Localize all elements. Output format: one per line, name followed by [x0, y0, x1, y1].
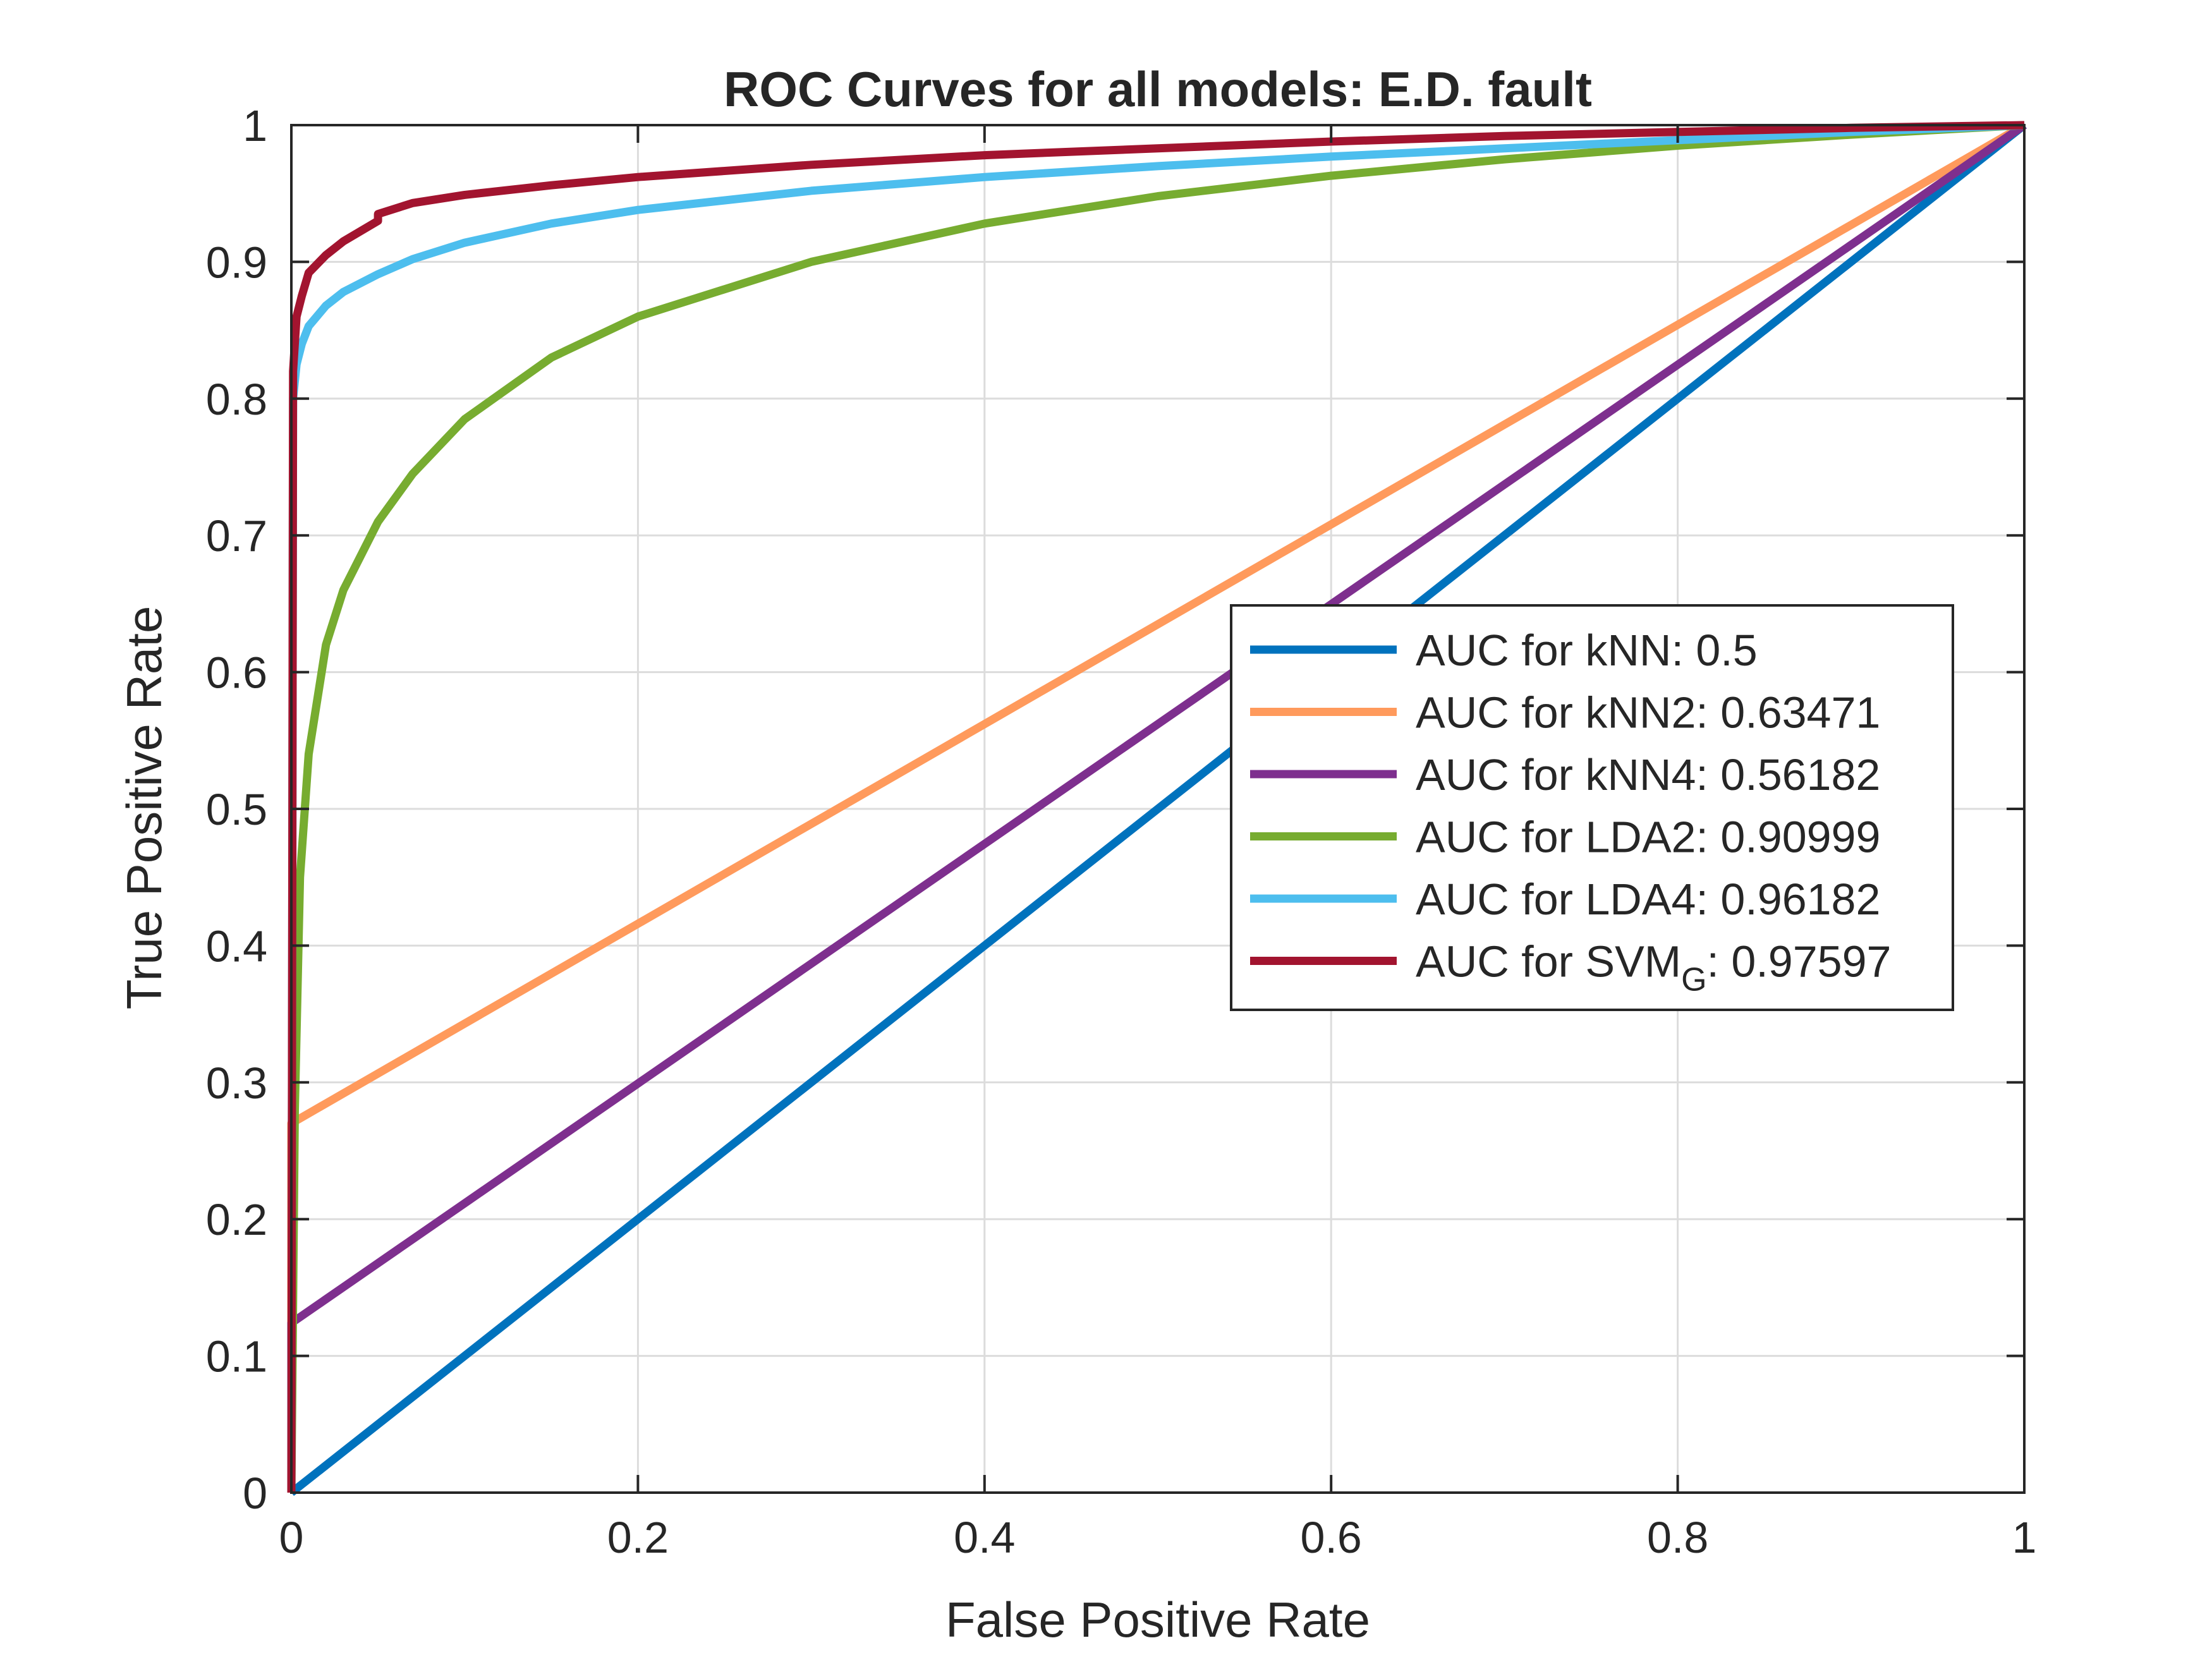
- axes: [290, 124, 2026, 1494]
- series-line-4: [287, 121, 2025, 1493]
- legend-entry-label: AUC for LDA2: 0.90999: [1416, 813, 1880, 862]
- x-axis-label: False Positive Rate: [945, 1592, 1370, 1647]
- y-tick-label: 0.9: [206, 238, 267, 287]
- y-tick-label: 0.3: [206, 1058, 267, 1108]
- series-line-6: [287, 121, 2025, 1493]
- series-line-5: [287, 121, 2025, 1493]
- y-tick-label: 0.8: [206, 375, 267, 424]
- y-tick-label: 0.5: [206, 785, 267, 834]
- y-tick-label: 0.6: [206, 648, 267, 698]
- x-tick-label: 0.2: [607, 1513, 669, 1562]
- x-tick-label: 0: [279, 1513, 304, 1562]
- series-line-1: [288, 121, 2027, 1496]
- legend: AUC for kNN: 0.5 AUC for kNN2: 0.63471 AUC…: [1230, 604, 1954, 1011]
- x-tick-label: 0.6: [1301, 1513, 1362, 1562]
- legend-entry-label: AUC for LDA4: 0.96182: [1416, 875, 1880, 924]
- x-tick-label: 1: [2012, 1513, 2037, 1562]
- y-tick-label: 0.4: [206, 921, 267, 971]
- legend-entry-label: AUC for SVMG: 0.97597: [1416, 937, 1891, 998]
- y-tick-label: 0: [243, 1469, 267, 1518]
- legend-entry-label: AUC for kNN4: 0.56182: [1416, 750, 1880, 799]
- x-tick-label: 0.8: [1647, 1513, 1708, 1562]
- chart-title: ROC Curves for all models: E.D. fault: [724, 61, 1592, 117]
- legend-entry-label: AUC for kNN2: 0.63471: [1416, 688, 1880, 737]
- x-tick-label: 0.4: [954, 1513, 1015, 1562]
- axes-box: [290, 124, 2026, 1494]
- y-tick-label: 0.2: [206, 1195, 267, 1244]
- y-axis-label: True Positive Rate: [116, 606, 172, 1010]
- legend-box: [1230, 604, 1954, 1011]
- legend-entry-label: AUC for kNN: 0.5: [1416, 626, 1758, 675]
- y-tick-label: 1: [243, 101, 267, 150]
- y-tick-label: 0.7: [206, 511, 267, 561]
- tick-labels: 0 0.2 0.4 0.6 0.8 1 0 0.1 0.2 0.3 0.4 0.5 0.6 0.7 0.8 0…: [206, 101, 2037, 1562]
- y-tick-label: 0.1: [206, 1332, 267, 1381]
